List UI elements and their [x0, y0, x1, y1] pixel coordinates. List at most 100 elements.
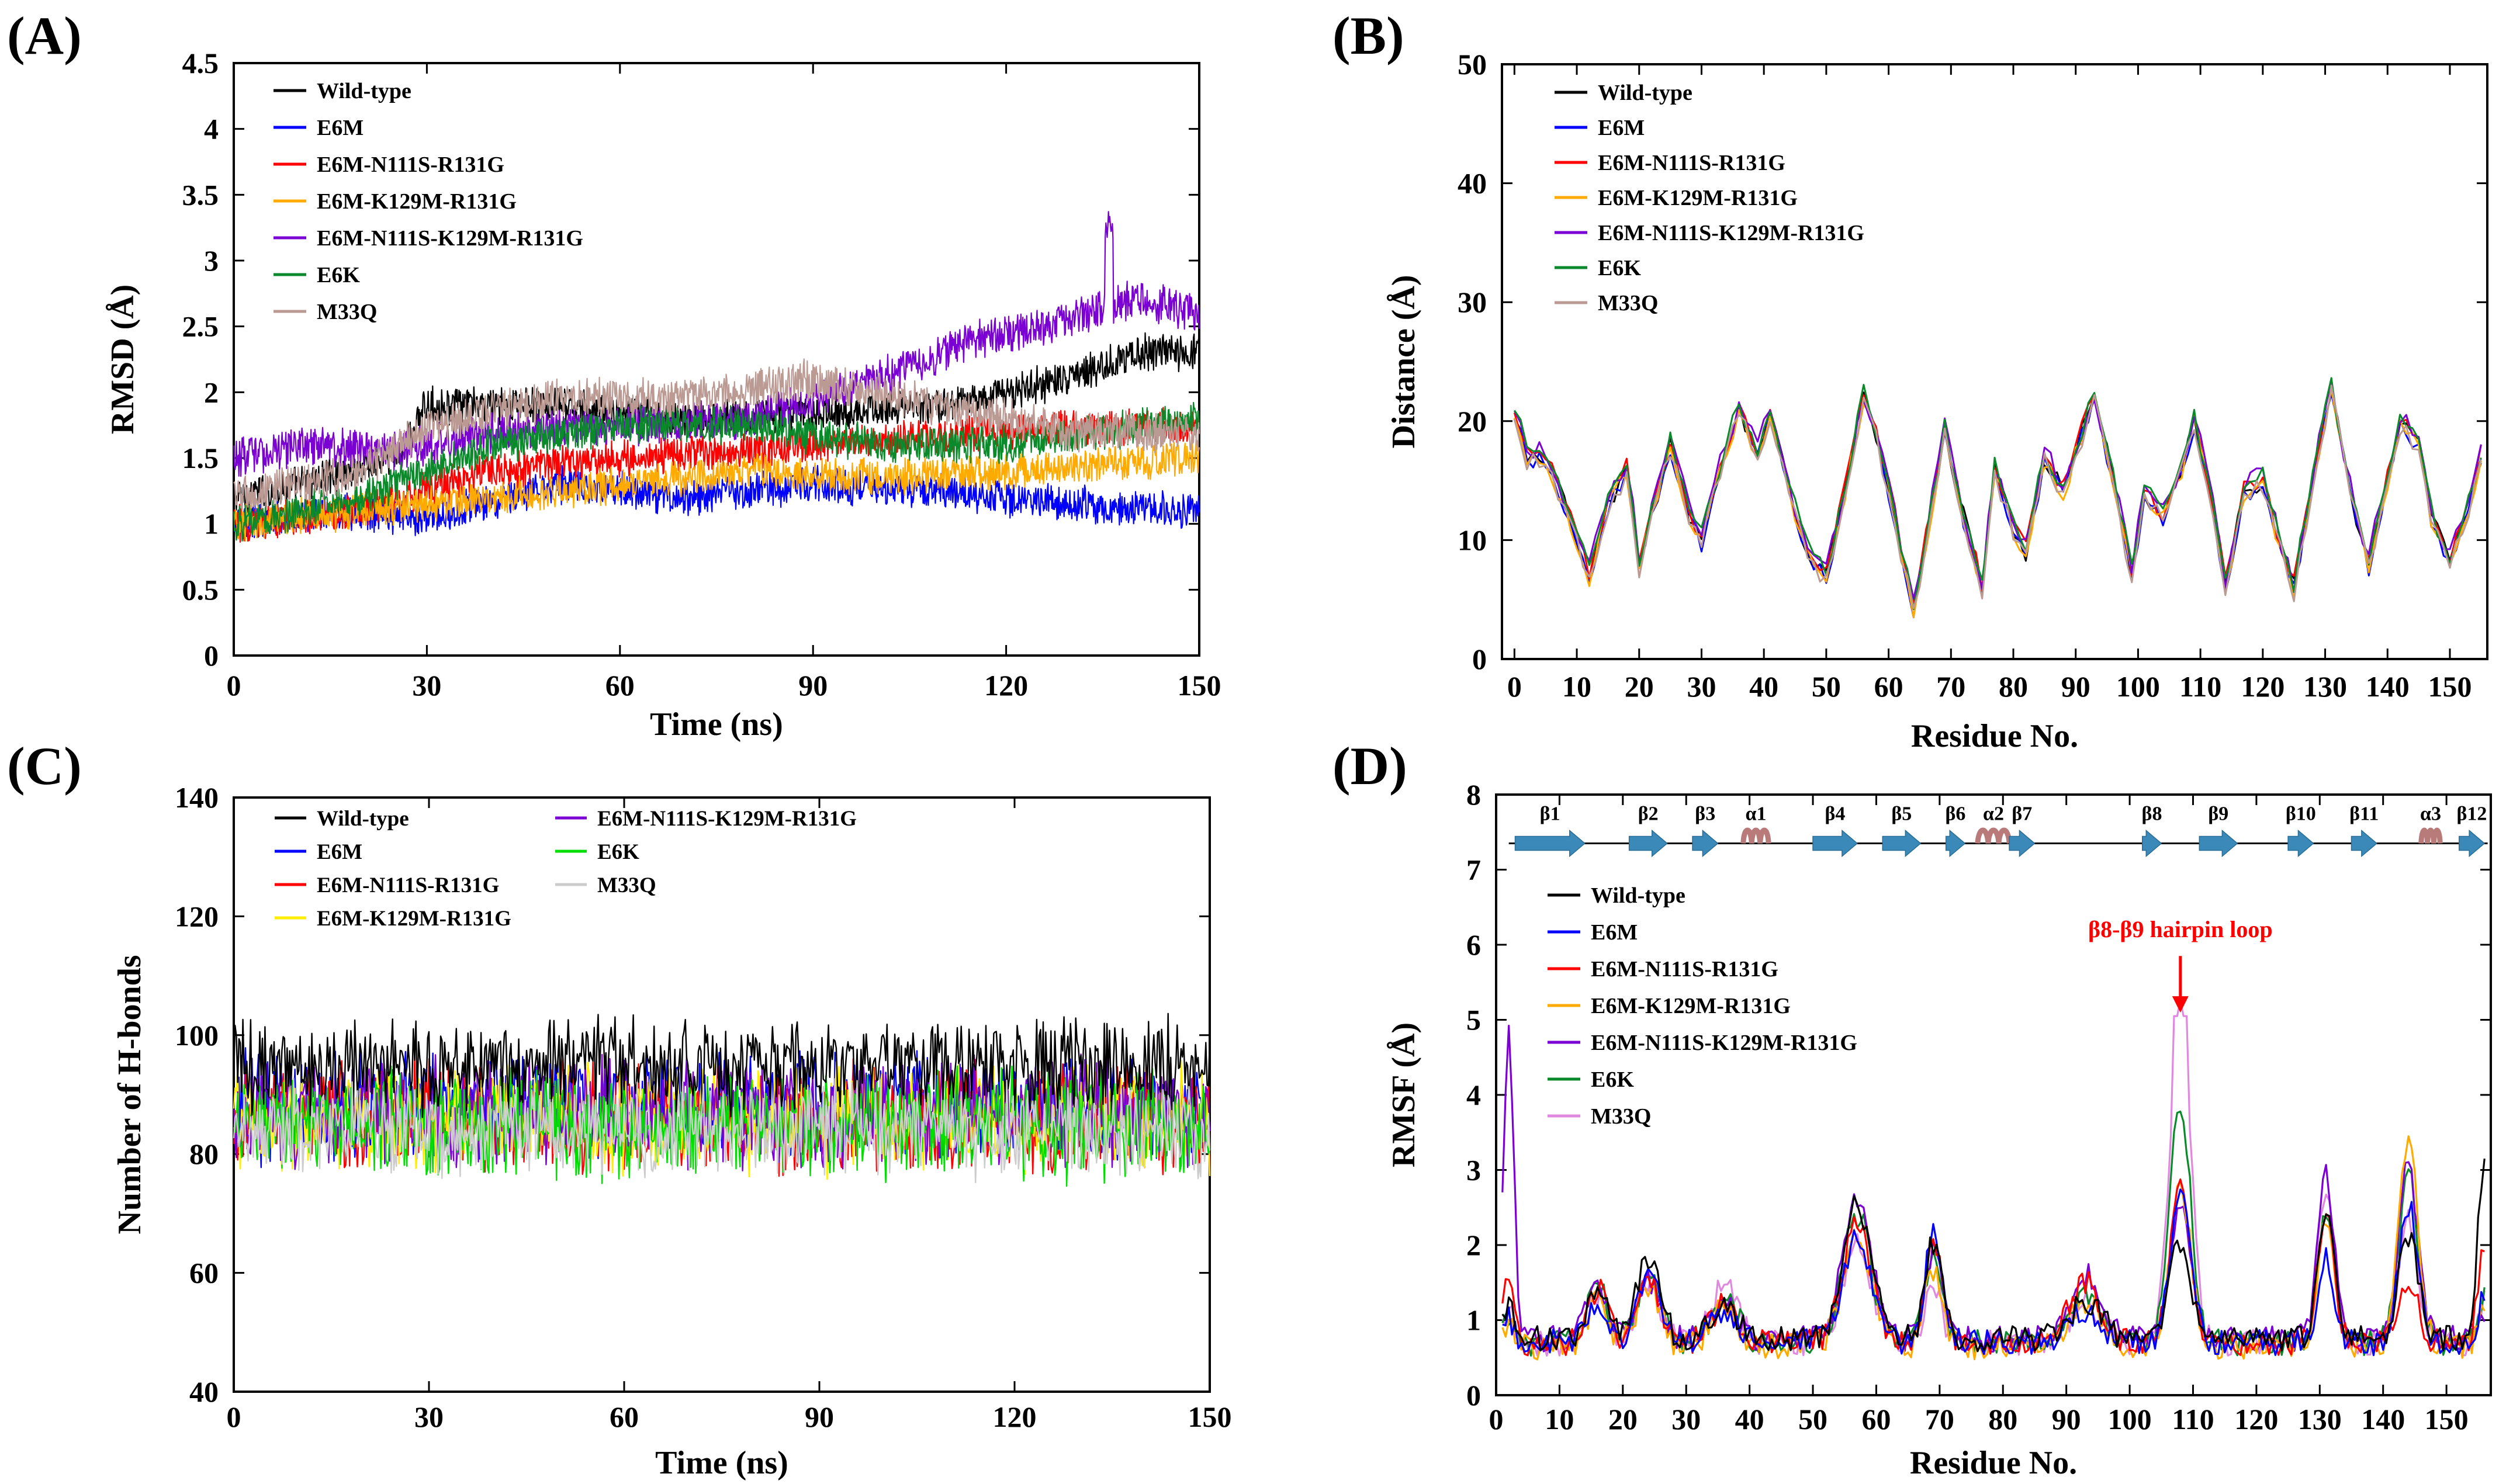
x-tick-label: 60: [610, 1400, 639, 1433]
structure-label: β4: [1825, 803, 1846, 825]
series-line: [233, 1013, 1211, 1119]
y-tick-label: 2: [1466, 1229, 1481, 1261]
x-tick-label: 30: [412, 669, 441, 702]
legend-entry: E6K: [597, 840, 639, 864]
y-axis: 40 60 80 100 120 140: [175, 781, 1210, 1408]
plot-frame: [1501, 63, 2488, 660]
structure-label: α1: [1745, 803, 1766, 825]
beta-strand-arrow: [2459, 829, 2486, 858]
x-axis: 0 30 60 90 120 150: [227, 798, 1232, 1433]
x-tick-label: 0: [227, 1400, 241, 1433]
beta-strand-arrow: [2351, 829, 2378, 858]
structure-label: β1: [1540, 803, 1560, 825]
beta-strand-arrow: [2142, 829, 2162, 858]
x-tick-label: 80: [1988, 1403, 2017, 1436]
beta-strand-arrow: [2287, 829, 2314, 858]
series-line: [1501, 1135, 2486, 1361]
x-tick-label: 20: [1625, 670, 1654, 703]
x-tick-label: 10: [1545, 1403, 1574, 1436]
y-axis-label: RMSD (Å): [105, 285, 141, 435]
hairpin-annotation: β8-β9 hairpin loop: [2088, 916, 2273, 1013]
secondary-structure-track: β1 β2 β3 α1 β4 β5 β6 α2 β7 β8 β9 β10 β11 α3 β12: [1508, 803, 2488, 858]
x-tick-label: 0: [1489, 1403, 1504, 1436]
series-line: [233, 439, 1200, 542]
y-tick-label: 0: [1472, 643, 1487, 675]
x-tick-label: 110: [2179, 670, 2221, 703]
y-tick-label: 80: [189, 1138, 219, 1170]
x-tick-label: 120: [2234, 1403, 2278, 1436]
legend-entry: M33Q: [317, 300, 377, 324]
series-group: [233, 211, 1200, 543]
y-tick-label: 100: [175, 1019, 219, 1052]
structure-label: β12: [2457, 803, 2487, 825]
x-tick-label: 10: [1562, 670, 1591, 703]
y-tick-label: 1: [204, 508, 219, 540]
legend-entry: E6M-K129M-R131G: [1591, 994, 1791, 1018]
structure-label: β2: [1638, 803, 1659, 825]
legend-entry: E6M-N111S-K129M-R131G: [1598, 221, 1864, 245]
structure-label: β7: [2012, 803, 2032, 825]
y-tick-label: 3: [204, 244, 219, 277]
structure-label: α2: [1983, 803, 2004, 825]
x-tick-label: 50: [1798, 1403, 1827, 1436]
legend-entry: E6M-K129M-R131G: [1598, 186, 1798, 210]
legend-entry: Wild-type: [1591, 883, 1685, 908]
x-tick-label: 60: [1861, 1403, 1891, 1436]
series-line: [233, 211, 1200, 477]
y-tick-label: 1: [1466, 1304, 1481, 1337]
y-tick-label: 0: [204, 639, 219, 672]
x-axis: 0 30 60 90 120 150: [227, 63, 1221, 702]
structure-label: β5: [1891, 803, 1912, 825]
legend-entry: E6M: [1591, 920, 1638, 945]
panel-b-distance: 0 10 20 30 40 50 60 70 80 90 100 110 120 130 140 150 0 10…: [1332, 6, 2488, 754]
legend: Wild-type E6M E6M-N111S-R131G E6M-K129M-R13…: [1548, 883, 1857, 1129]
x-tick-label: 30: [1687, 670, 1716, 703]
structure-label: β3: [1695, 803, 1715, 825]
legend-entry: Wild-type: [1598, 81, 1692, 105]
x-tick-label: 0: [227, 669, 241, 702]
beta-strand-arrow: [1628, 829, 1668, 858]
legend-entry: E6M-N111S-K129M-R131G: [597, 807, 857, 831]
x-tick-label: 30: [414, 1400, 444, 1433]
x-axis-label: Residue No.: [1911, 718, 2078, 754]
series-line: [233, 401, 1200, 542]
alpha-helix-coil: [1740, 827, 1771, 844]
legend-entry: E6M-N111S-R131G: [1598, 151, 1785, 175]
x-tick-label: 50: [1812, 670, 1841, 703]
legend-entry: Wild-type: [317, 807, 409, 831]
plot-frame: [233, 62, 1200, 657]
x-tick-label: 130: [2303, 670, 2347, 703]
legend-entry: E6M-N111S-R131G: [1591, 957, 1778, 982]
panel-label: (D): [1332, 736, 1407, 796]
x-tick-label: 120: [2241, 670, 2285, 703]
structure-label: β6: [1945, 803, 1965, 825]
legend-entry: E6M-K129M-R131G: [317, 907, 511, 931]
x-tick-label: 150: [2428, 670, 2472, 703]
panel-label: (C): [7, 736, 82, 796]
x-axis-label: Time (ns): [655, 1445, 788, 1481]
y-axis-label: Number of H-bonds: [112, 955, 148, 1234]
y-tick-label: 7: [1466, 854, 1481, 886]
y-axis: 0 10 20 30 40 50: [1458, 48, 2487, 675]
y-tick-label: 20: [1458, 405, 1487, 438]
y-axis-label: RMSF (Å): [1386, 1022, 1422, 1167]
beta-strand-arrow: [1945, 829, 1966, 858]
panel-d-rmsf: 0 10 20 30 40 50 60 70 80 90 100 110 120 130 140 150 0 1 2…: [1332, 736, 2492, 1481]
x-tick-label: 20: [1608, 1403, 1638, 1436]
y-tick-label: 2.5: [182, 310, 219, 343]
series-line: [233, 358, 1200, 511]
plot-frame: [233, 796, 1211, 1393]
legend-entry: E6M-N111S-K129M-R131G: [1591, 1031, 1857, 1055]
series-line: [1513, 391, 2482, 609]
legend-entry: M33Q: [1591, 1104, 1651, 1129]
structure-label: β11: [2349, 803, 2379, 825]
y-tick-label: 3: [1466, 1154, 1481, 1187]
x-axis-label: Time (ns): [650, 706, 783, 743]
y-tick-label: 0.5: [182, 573, 219, 606]
x-axis: 0 10 20 30 40 50 60 70 80 90 100 110 120 130 140 150: [1489, 795, 2469, 1436]
structure-label: β8: [2142, 803, 2162, 825]
panel-c-hbonds: 0 30 60 90 120 150 40 60 80 100 120 140 Time (ns) Num…: [7, 736, 1232, 1481]
structure-label: β9: [2208, 803, 2228, 825]
legend-entry: E6K: [1591, 1067, 1634, 1092]
